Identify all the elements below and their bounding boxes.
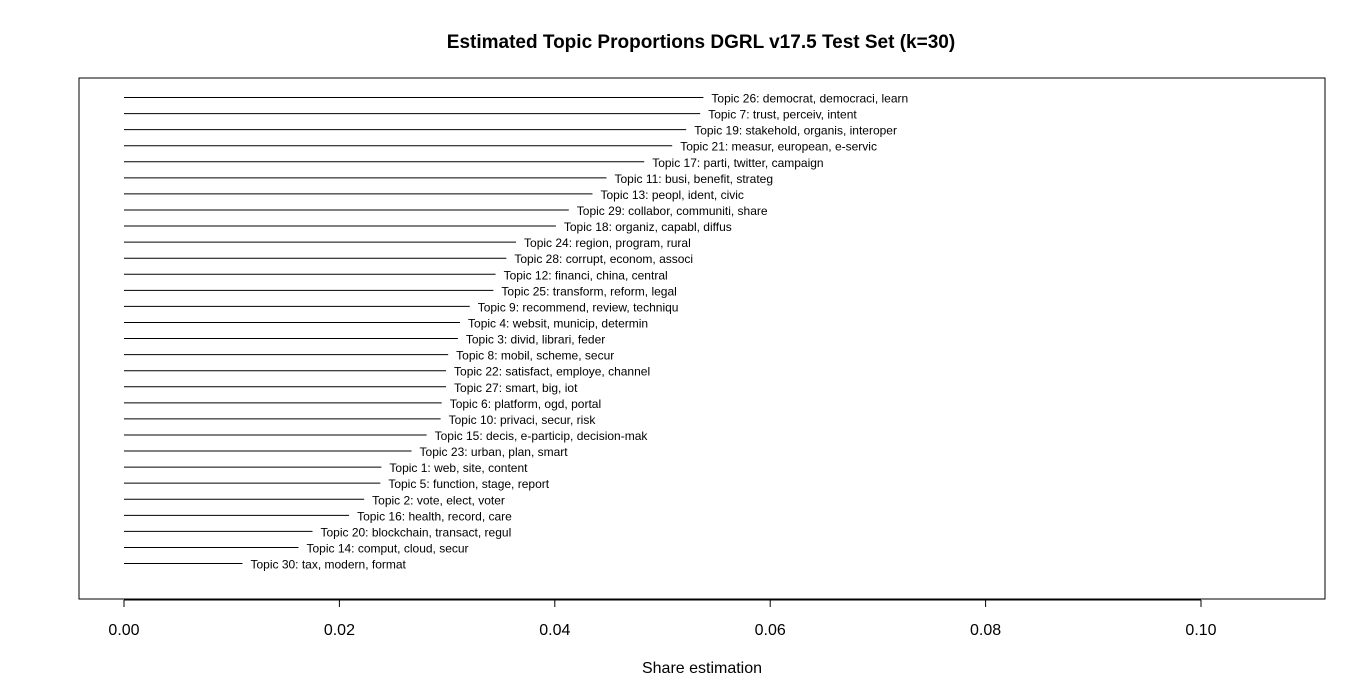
x-tick-label: 0.02 [324, 622, 355, 639]
topic-label: Topic 29: collabor, communiti, share [577, 204, 768, 218]
x-tick-label: 0.00 [108, 622, 139, 639]
topic-label: Topic 13: peopl, ident, civic [600, 188, 743, 202]
topic-label: Topic 1: web, site, content [389, 461, 528, 475]
topic-label: Topic 18: organiz, capabl, diffus [564, 220, 732, 234]
x-tick-label: 0.06 [755, 622, 786, 639]
x-tick-label: 0.08 [970, 622, 1001, 639]
topic-label: Topic 19: stakehold, organis, interoper [694, 124, 897, 138]
bar-labels-group: Topic 26: democrat, democraci, learn Topi… [250, 92, 908, 572]
topic-label: Topic 27: smart, big, iot [454, 381, 578, 395]
topic-label: Topic 22: satisfact, employe, channel [454, 365, 650, 379]
topic-label: Topic 2: vote, elect, voter [372, 493, 505, 507]
x-axis: 0.00 0.02 0.04 0.06 0.08 0.10 [108, 599, 1217, 639]
bars-group [124, 97, 704, 565]
topic-label: Topic 8: mobil, scheme, secur [456, 349, 614, 363]
topic-label: Topic 12: financi, china, central [504, 268, 668, 282]
topic-label: Topic 16: health, record, care [357, 509, 512, 523]
topic-label: Topic 6: platform, ogd, portal [450, 397, 601, 411]
topic-label: Topic 20: blockchain, transact, regul [320, 525, 511, 539]
plot-frame [78, 77, 1326, 600]
topic-label: Topic 26: democrat, democraci, learn [711, 92, 908, 106]
x-tick-label: 0.04 [539, 622, 570, 639]
topic-label: Topic 23: urban, plan, smart [420, 445, 569, 459]
topic-label: Topic 15: decis, e-particip, decision-ma… [435, 429, 649, 443]
topic-label: Topic 7: trust, perceiv, intent [708, 108, 857, 122]
x-tick-label: 0.10 [1185, 622, 1216, 639]
topic-label: Topic 3: divid, librari, feder [466, 333, 605, 347]
topic-label: Topic 4: websit, municip, determin [468, 316, 648, 330]
chart-title: Estimated Topic Proportions DGRL v17.5 T… [447, 32, 955, 53]
topic-label: Topic 25: transform, reform, legal [501, 284, 676, 298]
topic-label: Topic 17: parti, twitter, campaign [652, 156, 823, 170]
topic-label: Topic 10: privaci, secur, risk [449, 413, 597, 427]
topic-label: Topic 5: function, stage, report [388, 477, 549, 491]
topic-label: Topic 9: recommend, review, techniqu [478, 300, 679, 314]
topic-label: Topic 14: comput, cloud, secur [306, 541, 468, 555]
x-axis-label: Share estimation [642, 660, 762, 677]
topic-label: Topic 28: corrupt, econom, associ [514, 252, 693, 266]
topic-label: Topic 24: region, program, rural [524, 236, 691, 250]
topic-label: Topic 30: tax, modern, format [250, 558, 406, 572]
topic-label: Topic 11: busi, benefit, strateg [614, 172, 773, 186]
topic-label: Topic 21: measur, european, e-servic [680, 140, 877, 154]
